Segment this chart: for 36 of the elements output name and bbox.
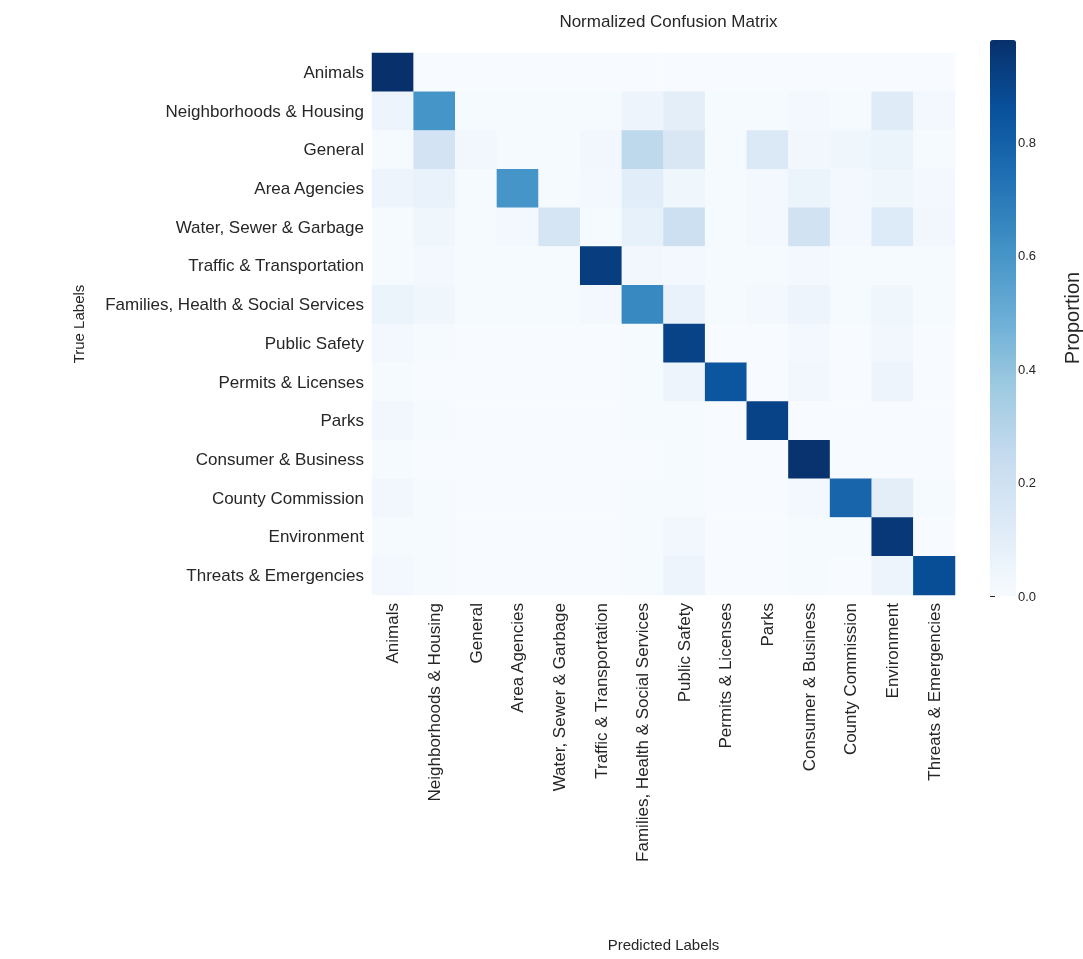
color-bar-label: 0.2 [1018, 475, 1037, 491]
y-tick-label: Public Safety [264, 333, 365, 353]
y-tick-label: County Commission [211, 488, 364, 508]
x-tick-label: Animals [383, 603, 403, 664]
y-tick-label: Area Agencies [254, 179, 364, 198]
y-tick-label: Families, Health & Social Services [105, 295, 364, 315]
y-tick-label: Consumer & Business [195, 450, 364, 469]
x-tick-label: Threats & Emergencies [924, 603, 944, 781]
color-bar-label: 0.0 [1018, 588, 1037, 604]
y-axis-title: True Labels [70, 284, 87, 364]
x-tick-label: Parks [758, 603, 778, 647]
x-tick-label: General [466, 603, 486, 664]
x-tick-label: Permits & Licenses [716, 603, 736, 749]
x-tick-label: Public Safety [674, 602, 694, 703]
color-bar-label: 0.8 [1018, 134, 1037, 150]
y-tick-label: General [303, 140, 364, 160]
x-tick-label: Environment [883, 602, 903, 699]
x-tick-label: Consumer & Business [799, 603, 819, 772]
x-tick-label: Families, Health & Social Services [633, 603, 653, 862]
x-tick-label: Area Agencies [508, 603, 528, 713]
color-bar-label: 0.4 [1018, 361, 1037, 377]
y-tick-label: Traffic & Transportation [188, 256, 364, 276]
color-bar-label: 0.6 [1018, 248, 1037, 264]
y-tick-label: Neighborhoods & Housing [165, 101, 364, 121]
x-tick-label: County Commission [841, 603, 861, 756]
y-tick-label: Water, Sewer & Garbage [175, 217, 364, 237]
y-tick-label: Animals [303, 62, 364, 82]
y-tick-label: Threats & Emergencies [186, 566, 364, 586]
y-tick-label: Permits & Licenses [218, 372, 364, 392]
chart-title: Normalized Confusion Matrix [559, 12, 779, 31]
x-tick-label: Traffic & Transportation [591, 603, 611, 779]
x-tick-label: Water, Sewer & Garbage [549, 603, 569, 792]
x-axis-title: Predicted Labels [607, 936, 720, 953]
color-bar-title: Proportion [1061, 271, 1083, 365]
y-tick-label: Environment [268, 527, 365, 547]
y-tick-label: Parks [320, 411, 364, 431]
